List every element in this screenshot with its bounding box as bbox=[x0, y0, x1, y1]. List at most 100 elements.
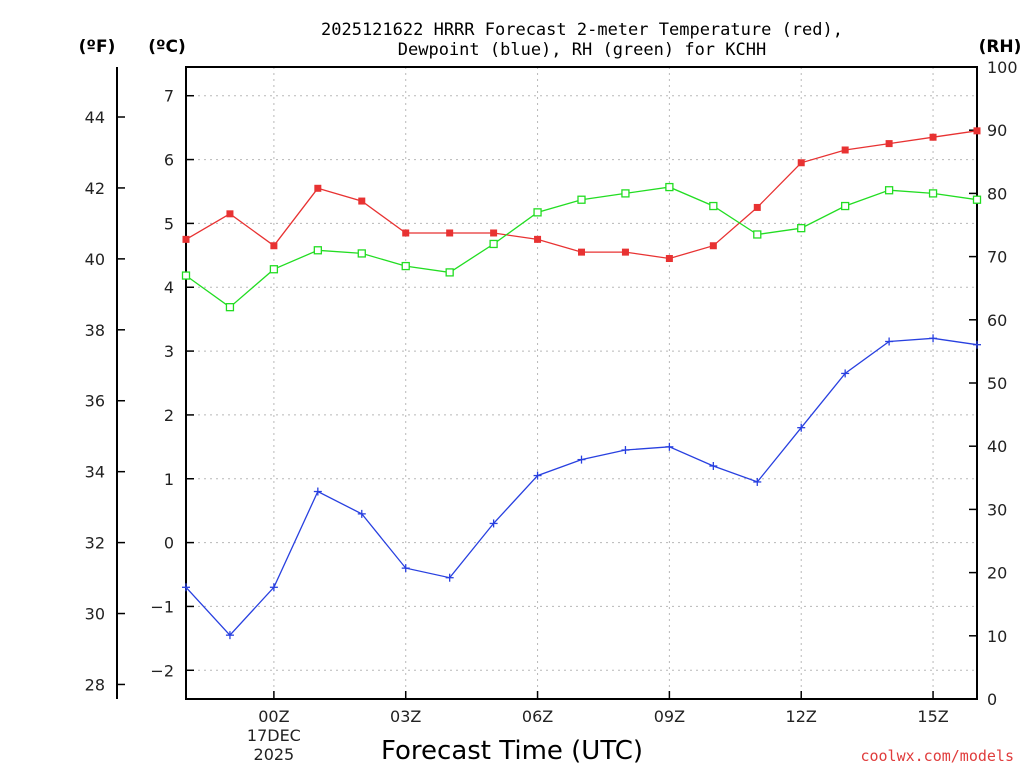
rh-point bbox=[269, 265, 279, 274]
rh-point bbox=[401, 261, 410, 271]
dewpoint-point bbox=[885, 337, 894, 346]
rh-point bbox=[884, 186, 894, 195]
temperature-point bbox=[490, 229, 498, 237]
rh-tick-label: 50 bbox=[987, 374, 1007, 393]
celsius-tick-label: 3 bbox=[164, 342, 174, 361]
rh-point bbox=[753, 230, 762, 239]
dewpoint-point bbox=[973, 340, 981, 349]
rh-tick-label: 0 bbox=[987, 690, 997, 709]
celsius-tick-label: −1 bbox=[150, 597, 174, 616]
rh-point bbox=[313, 246, 322, 255]
rh-tick-label: 100 bbox=[987, 58, 1018, 77]
x-tick-label: 12Z bbox=[786, 707, 817, 726]
fahrenheit-tick-label: 42 bbox=[85, 179, 105, 198]
axes bbox=[116, 66, 978, 700]
celsius-tick-label: 7 bbox=[164, 87, 174, 106]
rh-tick-label: 20 bbox=[987, 564, 1007, 583]
dewpoint-point bbox=[489, 519, 498, 528]
chart-subtitle: Dewpoint (blue), RH (green) for KCHH bbox=[398, 40, 766, 60]
celsius-tick-label: 4 bbox=[164, 278, 174, 297]
dewpoint-point bbox=[533, 471, 542, 480]
rh-point bbox=[577, 195, 586, 204]
x-year-label: 2025 bbox=[254, 745, 295, 764]
rh-point bbox=[225, 303, 235, 312]
dewpoint-line bbox=[185, 337, 978, 637]
rh-point bbox=[709, 201, 718, 211]
x-tick-label: 06Z bbox=[522, 707, 553, 726]
rh-point bbox=[797, 224, 806, 233]
rh-tick-label: 40 bbox=[987, 437, 1007, 456]
dewpoint-point bbox=[753, 477, 762, 486]
rh-tick-label: 30 bbox=[987, 500, 1007, 519]
fahrenheit-tick-label: 40 bbox=[85, 250, 105, 269]
fahrenheit-tick-label: 36 bbox=[85, 392, 105, 411]
x-tick-label: 00Z bbox=[258, 707, 289, 726]
rh-point bbox=[181, 271, 191, 280]
dewpoint-point bbox=[929, 334, 938, 343]
x-tick-label: 15Z bbox=[917, 707, 948, 726]
temperature-point bbox=[578, 248, 585, 256]
temperature-point bbox=[665, 255, 673, 263]
temperature-point bbox=[621, 248, 629, 256]
temperature-point bbox=[314, 184, 322, 192]
celsius-tick-label: 0 bbox=[164, 534, 174, 553]
rh-point bbox=[533, 208, 542, 217]
rh-point bbox=[445, 268, 454, 277]
temperature-point bbox=[402, 229, 410, 237]
x-tick-label: 03Z bbox=[390, 707, 421, 726]
rh-point bbox=[665, 182, 674, 192]
dewpoint-point bbox=[841, 369, 850, 378]
dewpoint-point bbox=[401, 564, 410, 573]
rh-unit-label: (RH) bbox=[979, 37, 1022, 57]
dewpoint-point bbox=[182, 583, 190, 592]
temperature-point bbox=[841, 146, 849, 154]
series-lines bbox=[181, 127, 982, 640]
rh-tick-label: 60 bbox=[987, 311, 1007, 330]
fahrenheit-tick-label: 44 bbox=[85, 108, 105, 127]
grid-lines bbox=[186, 67, 977, 699]
fahrenheit-tick-label: 34 bbox=[85, 463, 105, 482]
temperature-point bbox=[753, 203, 761, 211]
fahrenheit-tick-label: 32 bbox=[85, 534, 105, 553]
chart-title: 2025121622 HRRR Forecast 2-meter Tempera… bbox=[321, 20, 843, 40]
dewpoint-point bbox=[621, 446, 630, 455]
dewpoint-point bbox=[313, 487, 322, 496]
tick-labels: −2−1012345672830323436384042440102030405… bbox=[85, 58, 1018, 764]
celsius-tick-label: 1 bbox=[164, 470, 174, 489]
rh-point bbox=[357, 249, 366, 258]
rh-tick-label: 90 bbox=[987, 121, 1007, 140]
temperature-point bbox=[270, 242, 278, 250]
rh-point bbox=[489, 239, 498, 249]
celsius-tick-label: 5 bbox=[164, 214, 174, 233]
dewpoint-point bbox=[225, 631, 234, 640]
x-date-label: 17DEC bbox=[247, 726, 301, 745]
rh-point bbox=[621, 189, 630, 198]
temperature-point bbox=[885, 140, 893, 148]
celsius-tick-label: 2 bbox=[164, 406, 174, 425]
rh-point bbox=[841, 201, 850, 211]
fahrenheit-tick-label: 28 bbox=[85, 675, 105, 694]
temperature-point bbox=[797, 159, 805, 167]
rh-tick-label: 10 bbox=[987, 627, 1007, 646]
temperature-point bbox=[226, 210, 234, 218]
celsius-unit-label: (ºC) bbox=[148, 37, 186, 57]
fahrenheit-tick-label: 30 bbox=[85, 605, 105, 624]
celsius-tick-label: −2 bbox=[150, 661, 174, 680]
x-tick-label: 09Z bbox=[654, 707, 685, 726]
fahrenheit-unit-label: (ºF) bbox=[79, 37, 116, 57]
temperature-point bbox=[709, 242, 717, 250]
dewpoint-point bbox=[357, 509, 366, 518]
x-axis-label: Forecast Time (UTC) bbox=[381, 736, 643, 766]
rh-point bbox=[928, 189, 938, 198]
dewpoint-point bbox=[577, 455, 586, 464]
temperature-point bbox=[534, 235, 542, 243]
temperature-point bbox=[446, 229, 454, 237]
dewpoint-point bbox=[709, 461, 718, 470]
rh-point bbox=[972, 195, 982, 204]
temperature-line bbox=[185, 130, 978, 260]
dewpoint-point bbox=[269, 583, 278, 592]
plot-frame bbox=[185, 66, 978, 700]
credit-label: coolwx.com/models bbox=[860, 747, 1014, 765]
dewpoint-point bbox=[665, 442, 674, 451]
